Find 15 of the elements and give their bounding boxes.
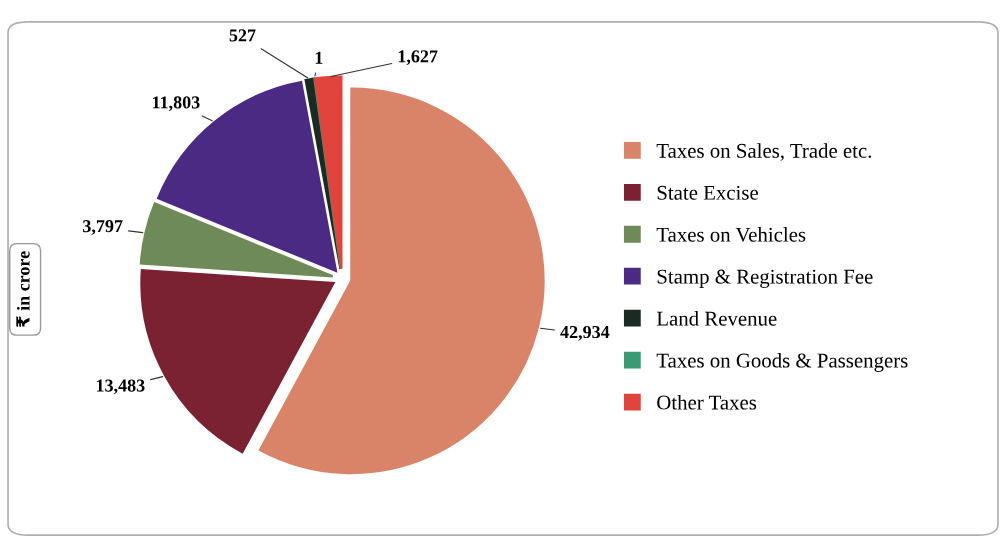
legend-label: Taxes on Vehicles [656,227,806,242]
data-label: 3,797 [83,220,123,235]
legend-label: Stamp & Registration Fee [657,269,873,288]
legend-label: Taxes on Sales, Trade etc. [656,143,872,161]
data-label: 11,803 [153,96,200,112]
text: ₹ in crore [16,251,30,328]
legend-label: Land Revenue [656,311,777,326]
legend-label: Taxes on Goods & Passengers [656,352,908,372]
data-label: 1 [315,51,323,64]
legend-label: State Excise [657,185,758,200]
legend-label: Other Taxes [657,394,757,410]
data-label: 1,627 [398,50,438,66]
data-label: 42,934 [560,325,610,341]
data-label: 13,483 [96,379,145,395]
data-label: 527 [229,29,256,42]
